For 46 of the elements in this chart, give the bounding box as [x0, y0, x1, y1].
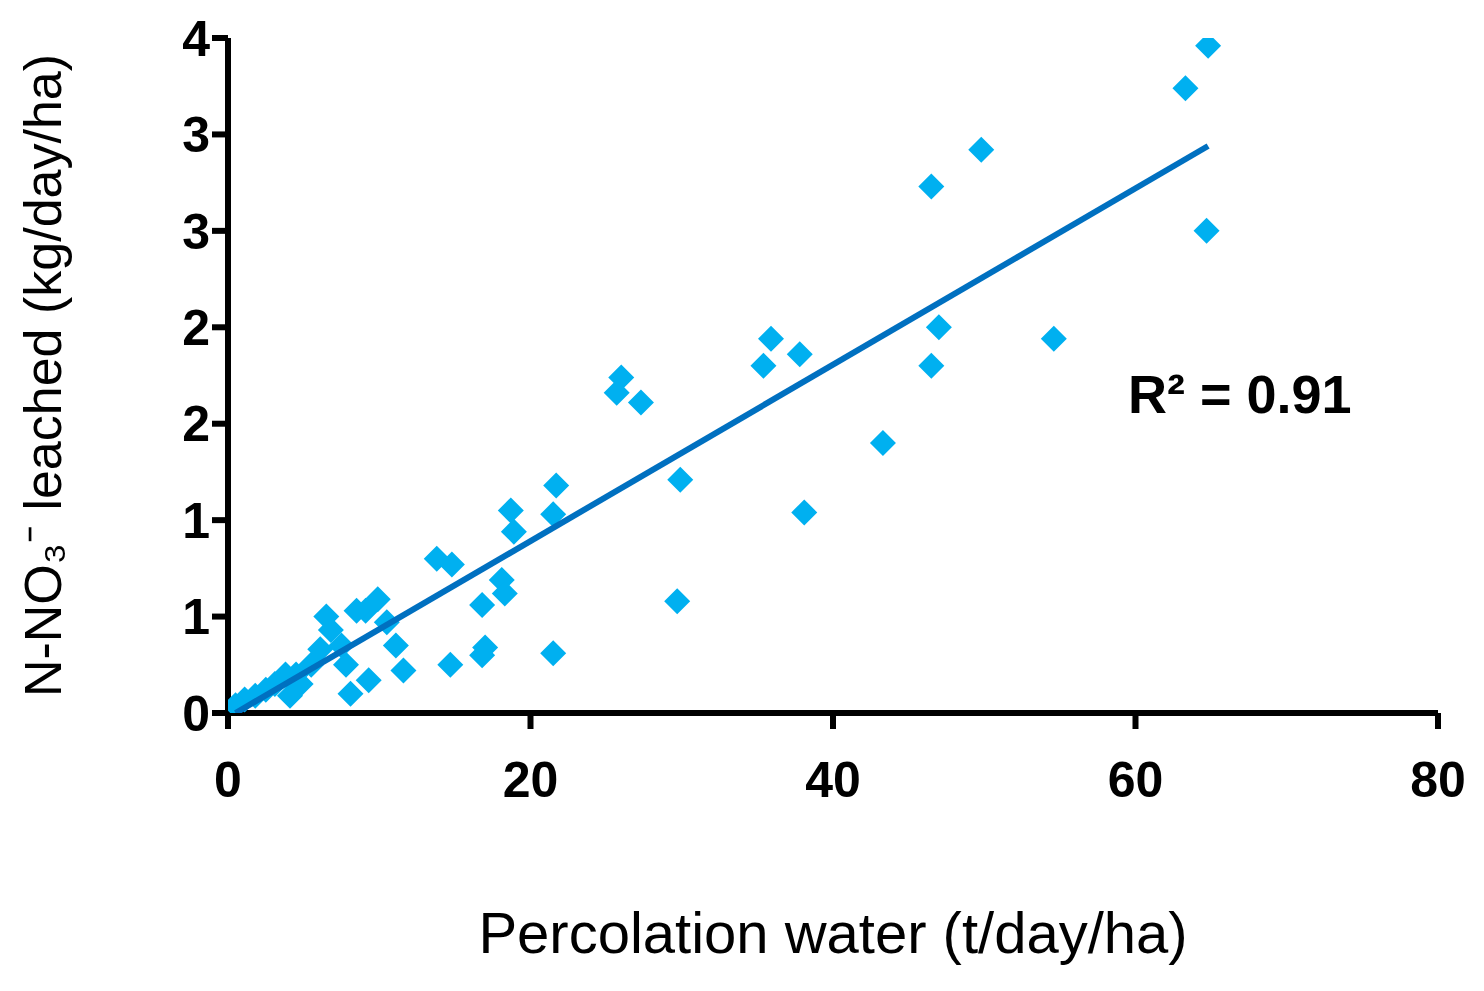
point	[750, 352, 777, 379]
point	[438, 551, 465, 578]
point	[869, 430, 896, 456]
point	[667, 466, 694, 493]
point	[437, 651, 464, 678]
point	[1172, 75, 1199, 102]
y-tick-label: 3	[182, 107, 210, 164]
annotation: R² = 0.91	[1128, 363, 1352, 425]
x-tick-label: 40	[805, 751, 861, 808]
point	[757, 325, 784, 352]
point	[968, 136, 995, 163]
point	[500, 518, 527, 545]
point	[1193, 217, 1220, 244]
point	[355, 667, 382, 694]
y-tick-label: 2	[182, 396, 210, 453]
point	[337, 680, 364, 707]
point	[603, 379, 630, 406]
point	[364, 586, 391, 613]
point	[786, 341, 813, 368]
point	[664, 588, 691, 615]
point	[332, 651, 359, 678]
x-tick-label: 20	[502, 751, 559, 808]
point	[1040, 325, 1067, 352]
y-tick-label: 1	[182, 589, 210, 646]
point	[791, 499, 818, 526]
x-tick-label: 80	[1410, 751, 1466, 808]
y-tick-label: 2	[182, 300, 210, 357]
y-tick-label: 4	[182, 10, 211, 67]
y-tick-label: 1	[182, 492, 210, 549]
point	[627, 389, 654, 416]
point	[540, 640, 567, 667]
point	[540, 501, 567, 528]
point	[918, 173, 945, 200]
point	[469, 592, 496, 618]
y-tick-label: 0	[182, 685, 210, 742]
point	[390, 657, 417, 684]
point	[497, 497, 524, 524]
point	[925, 314, 952, 341]
point	[918, 352, 945, 379]
y-tick-label: 3	[182, 203, 210, 260]
y-axis-title: N-NO₃⁻ leached (kg/day/ha)	[14, 53, 73, 698]
point	[543, 472, 570, 499]
point	[307, 636, 334, 663]
x-tick-label: 60	[1107, 751, 1164, 808]
x-axis-title: Percolation water (t/day/ha)	[478, 900, 1188, 965]
point	[382, 632, 409, 659]
